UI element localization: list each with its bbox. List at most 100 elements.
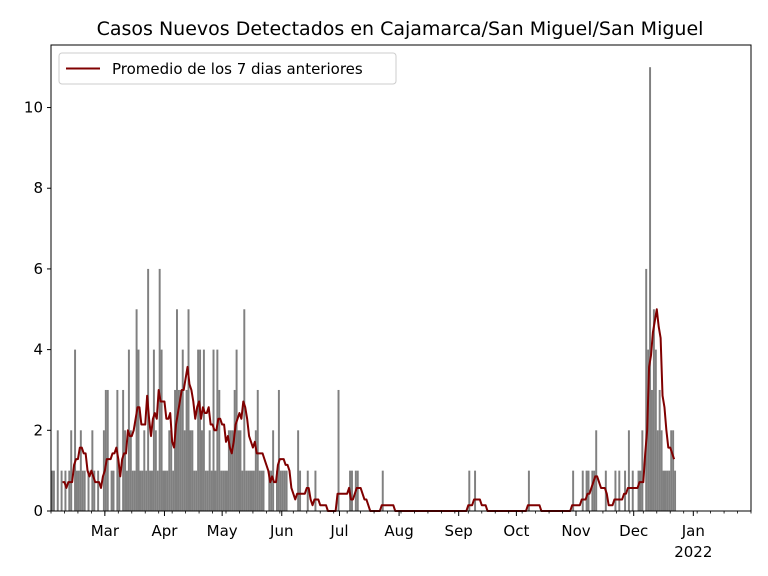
bar — [152, 349, 155, 511]
bar — [239, 430, 242, 511]
bar — [252, 470, 255, 511]
bar — [356, 470, 359, 511]
bar — [51, 470, 53, 511]
bar — [122, 389, 125, 511]
bar — [624, 470, 627, 511]
bar — [247, 470, 250, 511]
bar — [56, 430, 59, 511]
bar — [77, 470, 80, 511]
bar — [254, 430, 257, 511]
bar — [277, 389, 280, 511]
bar — [79, 430, 82, 511]
x-tick-label: Jan — [681, 522, 705, 540]
bar — [262, 470, 265, 511]
bar — [258, 470, 261, 511]
x-tick-label: Oct — [503, 522, 529, 540]
bar — [272, 430, 275, 511]
bar — [193, 470, 196, 511]
bar — [87, 470, 90, 511]
bar — [187, 309, 190, 511]
bar — [285, 470, 288, 511]
bar — [593, 470, 596, 511]
bar — [229, 430, 232, 511]
x-tick-label: Nov — [561, 522, 590, 540]
bar — [104, 389, 107, 511]
bar — [276, 470, 278, 511]
bar — [281, 470, 284, 511]
bar — [224, 470, 227, 511]
bar — [237, 430, 240, 511]
bar — [226, 470, 228, 511]
bar — [64, 470, 67, 511]
bar — [133, 470, 136, 511]
bar — [279, 470, 282, 511]
bar — [591, 470, 594, 511]
bar — [587, 470, 590, 511]
x-tick-label: Dec — [619, 522, 648, 540]
y-tick-label: 0 — [33, 502, 43, 520]
bar — [662, 470, 665, 511]
bar — [174, 389, 177, 511]
bar — [179, 389, 182, 511]
x-tick-label: Mar — [91, 522, 120, 540]
bar — [83, 470, 86, 511]
bar — [245, 470, 248, 511]
bar — [60, 470, 63, 511]
bar — [202, 349, 205, 511]
bar — [118, 470, 121, 511]
bar — [233, 389, 236, 511]
bar — [268, 470, 271, 511]
legend: Promedio de los 7 dias anteriores — [58, 52, 397, 85]
axes: 0 2 4 6 8 10 Mar Apr May Jun Jul Aug Sep Oct Nov Dec Jan… — [24, 44, 752, 561]
bar — [143, 430, 146, 511]
bar — [68, 470, 71, 511]
bar — [651, 389, 653, 511]
average-line-layer — [62, 308, 676, 512]
bar — [137, 349, 140, 511]
bar — [231, 430, 234, 511]
bar — [97, 470, 100, 511]
bar — [139, 470, 142, 511]
x-tick-label: Jun — [269, 522, 293, 540]
bar — [658, 389, 661, 511]
bar — [149, 470, 152, 511]
bar — [637, 470, 640, 511]
bar — [76, 470, 78, 511]
bar — [235, 349, 238, 511]
bar — [156, 470, 159, 511]
bar — [306, 470, 309, 511]
y-tick-label: 6 — [33, 260, 43, 278]
bar — [241, 470, 244, 511]
bar — [208, 430, 211, 511]
x-tick-label: Sep — [445, 522, 473, 540]
bar — [220, 470, 223, 511]
chart-title: Casos Nuevos Detectados en Cajamarca/San… — [97, 18, 704, 40]
bar — [218, 389, 221, 511]
bar — [631, 470, 634, 511]
bar — [581, 470, 584, 511]
bar — [162, 470, 165, 511]
bar — [652, 309, 655, 511]
bar — [641, 430, 644, 511]
bar — [189, 430, 192, 511]
bar — [164, 470, 167, 511]
bar — [668, 470, 671, 511]
bar — [674, 470, 677, 511]
x-tick-label: Jul — [329, 522, 348, 540]
bar — [183, 430, 186, 511]
bar — [381, 470, 384, 511]
bar — [639, 470, 642, 511]
bar — [249, 470, 252, 511]
bar — [93, 470, 96, 511]
bar — [595, 430, 598, 511]
bar — [176, 309, 178, 511]
bar — [351, 470, 353, 511]
average-line — [62, 308, 676, 512]
y-tick-label: 2 — [33, 421, 43, 439]
bar — [154, 430, 157, 511]
bar — [129, 430, 132, 511]
y-tick-label: 10 — [24, 99, 43, 117]
bar — [147, 268, 150, 511]
bar — [112, 470, 115, 511]
